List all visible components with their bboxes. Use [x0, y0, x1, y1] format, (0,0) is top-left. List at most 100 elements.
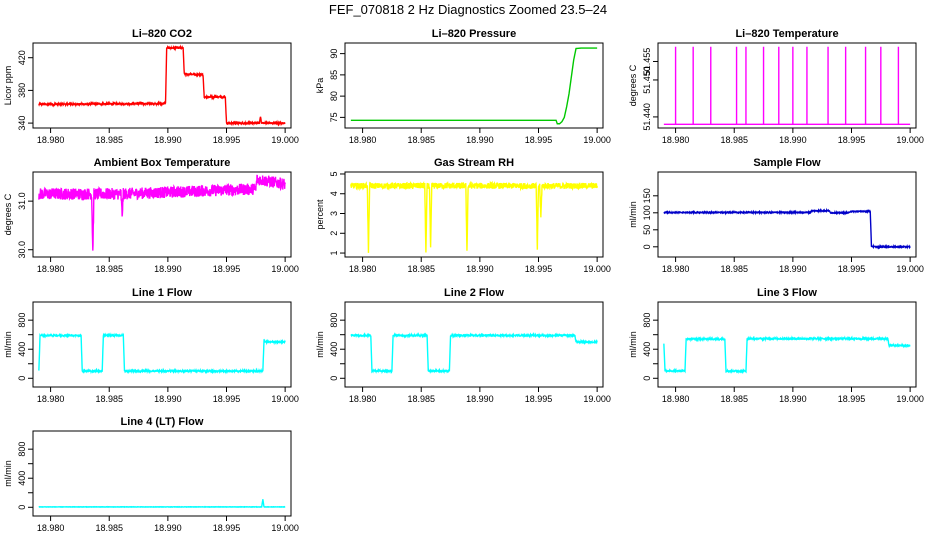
plot-frame	[344, 42, 604, 129]
x-tick-label: 19.000	[583, 264, 611, 274]
x-tick-label: 18.990	[779, 264, 807, 274]
chart-title: Sample Flow	[753, 157, 821, 169]
chart-panel-6: Sample Flow 18.980 18.985 18.990 18.995 19.00…	[628, 157, 924, 274]
chart-title: Line 3 Flow	[757, 287, 817, 299]
x-tick-label: 18.990	[466, 135, 494, 145]
x-tick-label: 18.990	[154, 394, 182, 404]
y-tick-label: 400	[17, 342, 27, 357]
y-tick-label: 1	[329, 251, 339, 256]
y-tick-label: 150	[642, 188, 652, 203]
x-tick-label: 18.980	[662, 264, 690, 274]
x-tick-label: 18.980	[349, 264, 377, 274]
series-line	[38, 44, 286, 127]
x-tick-label: 18.985	[407, 264, 435, 274]
y-axis-label: ml/min	[628, 201, 638, 228]
y-axis-label: ml/min	[3, 331, 13, 358]
plot-frame	[32, 301, 292, 388]
y-tick-label: 85	[329, 70, 339, 80]
x-tick-label: 18.985	[720, 394, 748, 404]
chart-panel-3: Li–820 Temperature 18.980 18.985 18.990 18.9…	[628, 28, 924, 145]
x-tick-label: 18.985	[407, 135, 435, 145]
x-tick-label: 18.990	[154, 264, 182, 274]
series-line	[350, 331, 598, 375]
series-line	[38, 174, 286, 251]
series-line	[350, 47, 598, 125]
x-tick-label: 19.000	[896, 135, 924, 145]
chart-panel-5: Gas Stream RH 18.980 18.985 18.990 18.995 19.…	[315, 157, 611, 274]
x-tick-label: 19.000	[583, 394, 611, 404]
x-tick-label: 18.995	[525, 394, 553, 404]
plot-frame	[657, 171, 917, 258]
y-tick-label: 380	[17, 83, 27, 98]
x-tick-label: 18.985	[407, 394, 435, 404]
y-axis-label: ml/min	[628, 331, 638, 358]
chart-title: Line 1 Flow	[132, 287, 192, 299]
x-tick-label: 18.995	[213, 523, 241, 533]
y-tick-label: 90	[329, 49, 339, 59]
x-tick-label: 18.985	[720, 264, 748, 274]
y-tick-label: 0	[642, 376, 652, 381]
y-tick-label: 51.440	[642, 103, 652, 131]
y-tick-label: 51.450	[642, 66, 652, 94]
series-line	[663, 207, 911, 250]
y-tick-label: 5	[329, 171, 339, 176]
y-tick-label: 75	[329, 112, 339, 122]
y-tick-label: 3	[329, 211, 339, 216]
x-tick-label: 19.000	[896, 394, 924, 404]
x-tick-label: 18.980	[662, 394, 690, 404]
y-tick-label: 30.0	[17, 241, 27, 259]
y-tick-label: 4	[329, 191, 339, 196]
y-tick-label: 400	[642, 342, 652, 357]
chart-title: Line 2 Flow	[444, 287, 504, 299]
y-axis-label: degrees C	[3, 193, 13, 235]
y-axis-label: Licor ppm	[3, 66, 13, 106]
chart-title: Li–820 Temperature	[735, 28, 838, 40]
x-tick-label: 19.000	[583, 135, 611, 145]
chart-panel-4: Ambient Box Temperature 18.980 18.985 18.99…	[3, 157, 299, 274]
chart-title: Line 4 (LT) Flow	[121, 416, 204, 428]
y-tick-label: 800	[17, 313, 27, 328]
chart-panel-1: Li–820 CO2 18.980 18.985 18.990 18.995 19.000…	[3, 28, 299, 145]
series-line	[663, 335, 911, 375]
y-tick-label: 31.0	[17, 192, 27, 210]
x-tick-label: 18.980	[662, 135, 690, 145]
y-tick-label: 0	[329, 376, 339, 381]
chart-panel-9: Line 3 Flow 18.980 18.985 18.990 18.995 19.00…	[628, 287, 924, 404]
x-tick-label: 18.995	[525, 135, 553, 145]
series-line	[38, 332, 286, 375]
x-tick-label: 18.985	[95, 264, 123, 274]
y-tick-label: 340	[17, 116, 27, 131]
x-tick-label: 18.985	[95, 523, 123, 533]
series-line	[350, 180, 598, 253]
plot-frame	[344, 171, 604, 258]
x-tick-label: 18.995	[525, 264, 553, 274]
plot-frame	[32, 430, 292, 517]
x-tick-label: 18.995	[213, 264, 241, 274]
x-tick-label: 18.995	[213, 394, 241, 404]
plot-frame	[32, 171, 292, 258]
chart-panel-2: Li–820 Pressure 18.980 18.985 18.990 18.995 1…	[315, 28, 611, 145]
chart-panel-8: Line 2 Flow 18.980 18.985 18.990 18.995 19.00…	[315, 287, 611, 404]
y-tick-label: 100	[642, 205, 652, 220]
y-tick-label: 800	[17, 442, 27, 457]
y-axis-label: ml/min	[315, 331, 325, 358]
chart-panel-10: Line 4 (LT) Flow 18.980 18.985 18.990 18.995…	[3, 416, 299, 533]
y-axis-label: degrees C	[628, 64, 638, 106]
y-tick-label: 0	[17, 376, 27, 381]
y-axis-label: percent	[315, 199, 325, 230]
x-tick-label: 19.000	[271, 264, 299, 274]
x-tick-label: 18.985	[95, 135, 123, 145]
x-tick-label: 18.980	[37, 135, 65, 145]
x-tick-label: 19.000	[271, 135, 299, 145]
x-tick-label: 18.990	[154, 523, 182, 533]
x-tick-label: 18.990	[466, 264, 494, 274]
y-tick-label: 2	[329, 231, 339, 236]
y-tick-label: 0	[17, 505, 27, 510]
x-tick-label: 19.000	[271, 394, 299, 404]
x-tick-label: 18.980	[349, 394, 377, 404]
y-tick-label: 400	[329, 342, 339, 357]
figure-title: FEF_070818 2 Hz Diagnostics Zoomed 23.5–…	[328, 2, 608, 17]
plot-frame	[344, 301, 604, 388]
x-tick-label: 18.990	[779, 135, 807, 145]
